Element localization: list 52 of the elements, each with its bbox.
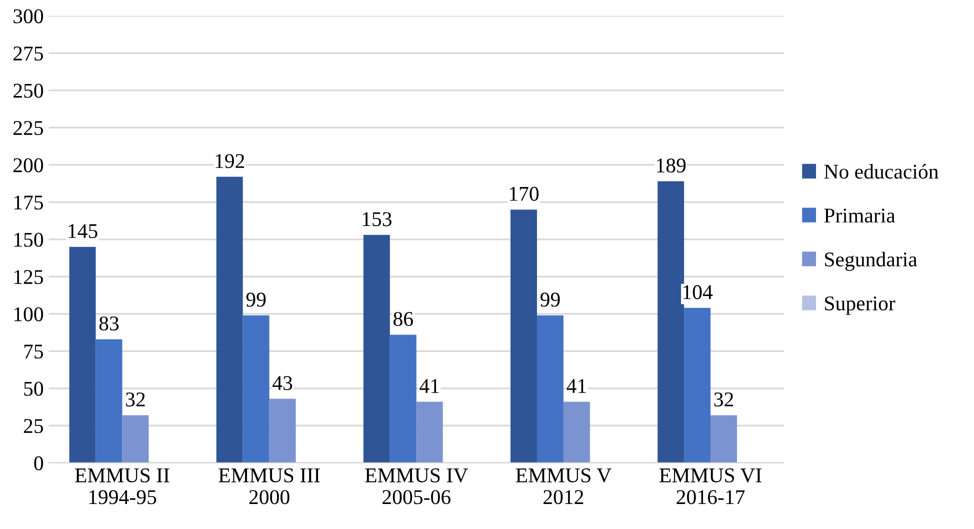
data-label: 32 [126, 392, 145, 406]
legend-label: Segundaria [825, 252, 918, 271]
bar [269, 398, 296, 463]
bar [563, 402, 590, 463]
x-tick-label: EMMUS V 2012 [516, 468, 612, 504]
y-tick-label: 175 [14, 196, 44, 210]
bar [658, 181, 684, 463]
y-tick-label: 50 [24, 382, 44, 396]
x-tick-label: EMMUS IV 2005-06 [365, 468, 468, 504]
legend-label: Superior [825, 296, 896, 315]
data-label: 41 [566, 379, 586, 393]
data-label: 99 [246, 292, 266, 307]
data-label: 43 [272, 376, 292, 390]
data-label: 99 [540, 292, 560, 307]
data-label: 189 [657, 158, 686, 173]
bar [536, 315, 564, 463]
y-tick-label: 250 [14, 84, 44, 98]
y-tick-label: 100 [14, 307, 44, 322]
bar [390, 334, 416, 463]
y-tick-label: 0 [34, 456, 44, 470]
bar [510, 210, 537, 463]
bar [684, 308, 711, 463]
y-tick-label: 25 [24, 419, 44, 434]
bar [363, 234, 390, 463]
x-tick-label: EMMUS II 1994-95 [75, 468, 170, 504]
data-label: 104 [684, 285, 713, 300]
data-label: 86 [394, 312, 413, 326]
bar [216, 176, 243, 463]
y-tick-label: 125 [14, 270, 44, 284]
data-label: 41 [420, 379, 439, 393]
bar [69, 246, 96, 463]
y-tick-label: 150 [14, 232, 44, 247]
bar [710, 415, 738, 463]
data-label: 83 [99, 316, 119, 330]
bar [242, 315, 270, 463]
legend-label: Primaria [824, 208, 896, 223]
data-label: 32 [714, 392, 734, 406]
x-tick-label: EMMUS VI 2016-17 [660, 468, 762, 504]
bar [96, 339, 122, 463]
y-tick-label: 75 [24, 344, 44, 359]
y-tick-label: 300 [14, 9, 44, 24]
data-label: 170 [510, 186, 539, 201]
legend-label: No educación [824, 164, 938, 179]
y-tick-label: 275 [14, 46, 44, 61]
data-label: 192 [216, 154, 244, 168]
y-tick-label: 200 [14, 158, 44, 172]
y-tick-label: 225 [14, 121, 44, 136]
bar [122, 415, 149, 463]
data-label: 145 [68, 224, 98, 238]
bar [416, 402, 443, 463]
data-label: 153 [362, 212, 392, 226]
x-tick-label: EMMUS III 2000 [218, 468, 320, 504]
